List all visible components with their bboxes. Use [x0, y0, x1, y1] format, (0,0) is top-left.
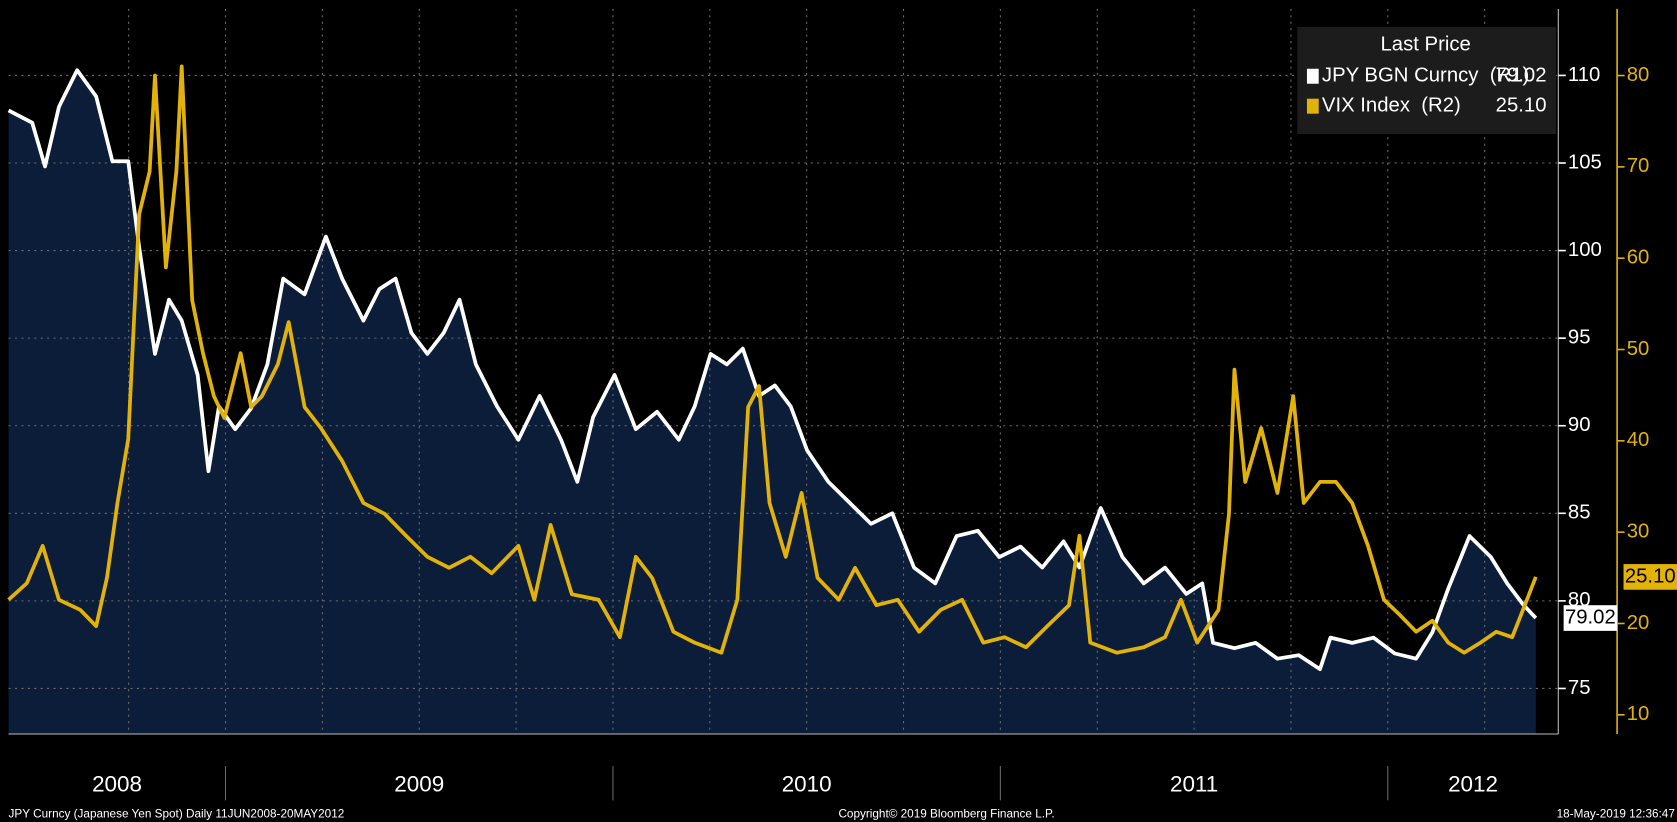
legend-swatch — [1306, 68, 1319, 84]
footer-right: 18-May-2019 12:36:47 — [1557, 807, 1675, 820]
legend-value: 79.02 — [1496, 65, 1547, 87]
y-tick-label: 95 — [1568, 327, 1591, 349]
y2-tick-label: 30 — [1627, 521, 1650, 543]
y-tick-label: 105 — [1568, 151, 1602, 173]
y2-tick-label: 10 — [1627, 703, 1650, 725]
y2-tick-label: 80 — [1627, 64, 1650, 86]
legend-box — [1297, 27, 1557, 134]
x-tick-label: 2011 — [1170, 771, 1218, 796]
footer-center: Copyright© 2019 Bloomberg Finance L.P. — [838, 807, 1054, 820]
y2-tick-label: 40 — [1627, 429, 1650, 451]
last-value-label: 25.10 — [1625, 565, 1676, 587]
x-tick-label: 2008 — [92, 771, 142, 796]
line — [7, 64, 1538, 655]
x-tick-label: 2010 — [782, 771, 832, 796]
x-tick-label: 2009 — [394, 771, 444, 796]
legend-swatch — [1306, 98, 1319, 114]
x-tick-label: 2012 — [1448, 771, 1498, 796]
last-value-box — [1563, 605, 1618, 631]
y2-tick-label: 50 — [1627, 338, 1650, 360]
last-value-label: 79.02 — [1565, 606, 1616, 628]
y-tick-label: 100 — [1568, 239, 1602, 261]
y-tick-label: 75 — [1568, 677, 1591, 699]
y2-tick-label: 70 — [1627, 155, 1650, 177]
y2-tick-label: 60 — [1627, 247, 1650, 269]
legend-label: VIX Index (R2) — [1322, 95, 1461, 117]
y-tick-label: 85 — [1568, 502, 1591, 524]
y-tick-label: 90 — [1568, 414, 1591, 436]
legend-label: JPY BGN Curncy (R1) — [1322, 65, 1529, 87]
footer-left: JPY Curncy (Japanese Yen Spot) Daily 11J… — [9, 807, 345, 820]
area — [8, 70, 1536, 734]
last-value-box — [1623, 564, 1677, 590]
legend-value: 25.10 — [1496, 95, 1547, 117]
y2-tick-label: 20 — [1627, 612, 1650, 634]
y-tick-label: 110 — [1568, 64, 1600, 86]
legend-title: Last Price — [1380, 34, 1470, 56]
